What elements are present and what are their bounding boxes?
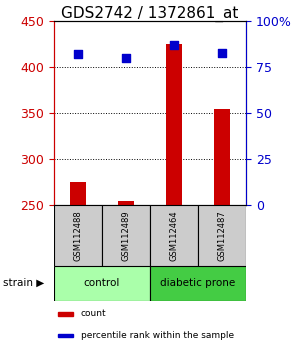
Point [124,55,128,61]
Bar [198,205,246,266]
Bar [150,205,198,266]
Bar [150,266,246,301]
Bar [214,109,230,205]
Point [76,52,80,57]
Point [220,50,224,55]
Text: GSM112464: GSM112464 [169,210,178,261]
Text: GSM112488: GSM112488 [74,210,82,261]
Text: diabetic prone: diabetic prone [160,278,236,288]
Bar [54,266,150,301]
Bar [54,205,102,266]
Bar [58,333,73,337]
Bar [102,205,150,266]
Text: control: control [84,278,120,288]
Bar [166,44,182,205]
Bar [58,312,73,316]
Bar [118,201,134,205]
Text: strain ▶: strain ▶ [3,278,44,288]
Text: count: count [81,309,106,318]
Text: percentile rank within the sample: percentile rank within the sample [81,331,234,340]
Bar [70,182,86,205]
Text: GSM112487: GSM112487 [218,210,226,261]
Point [172,42,176,48]
Text: GSM112489: GSM112489 [122,210,130,261]
Text: GDS2742 / 1372861_at: GDS2742 / 1372861_at [61,5,239,22]
